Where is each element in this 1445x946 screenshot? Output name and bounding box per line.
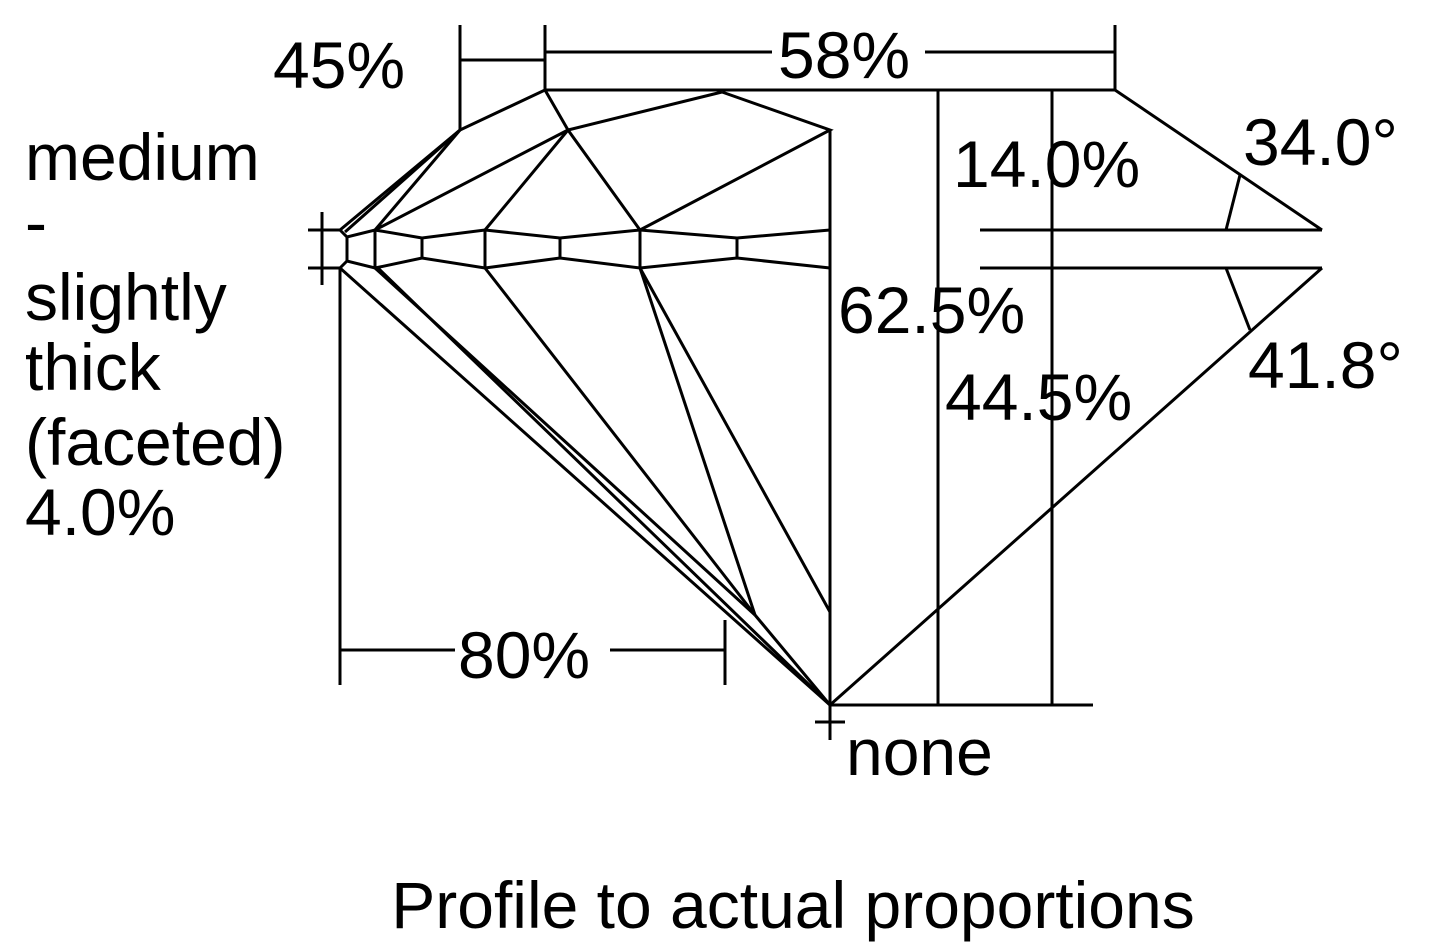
girdle-label: medium - slightly thick (faceted) 4.0%: [25, 120, 285, 549]
girdle-top: [338, 228, 831, 240]
girdle-line: slightly: [25, 260, 227, 334]
girdle-line: thick: [25, 330, 162, 404]
crown-facets: [543, 89, 642, 231]
pavilion-depth-label: 44.5%: [945, 360, 1132, 434]
girdle-line: medium: [25, 120, 260, 194]
girdle-line: -: [25, 185, 47, 259]
lower-half-label: 80%: [458, 618, 590, 692]
girdle-bottom: [338, 256, 831, 270]
caption: Profile to actual proportions: [391, 868, 1194, 942]
pavilion-outline: [339, 266, 831, 707]
total-depth-label: 62.5%: [838, 273, 1025, 347]
girdle-line: 4.0%: [25, 475, 175, 549]
crown-height-label: 14.0%: [953, 127, 1140, 201]
pavilion-angle-label: 41.8°: [1248, 328, 1403, 402]
dimension-lines: [338, 25, 1322, 707]
girdle-line: (faceted): [25, 405, 285, 479]
crown-angle-label: 34.0°: [1243, 105, 1398, 179]
diamond-outline: [308, 88, 1323, 740]
table-label: 58%: [778, 18, 910, 92]
crown-width-label: 45%: [273, 28, 405, 102]
culet-label: none: [846, 715, 993, 789]
